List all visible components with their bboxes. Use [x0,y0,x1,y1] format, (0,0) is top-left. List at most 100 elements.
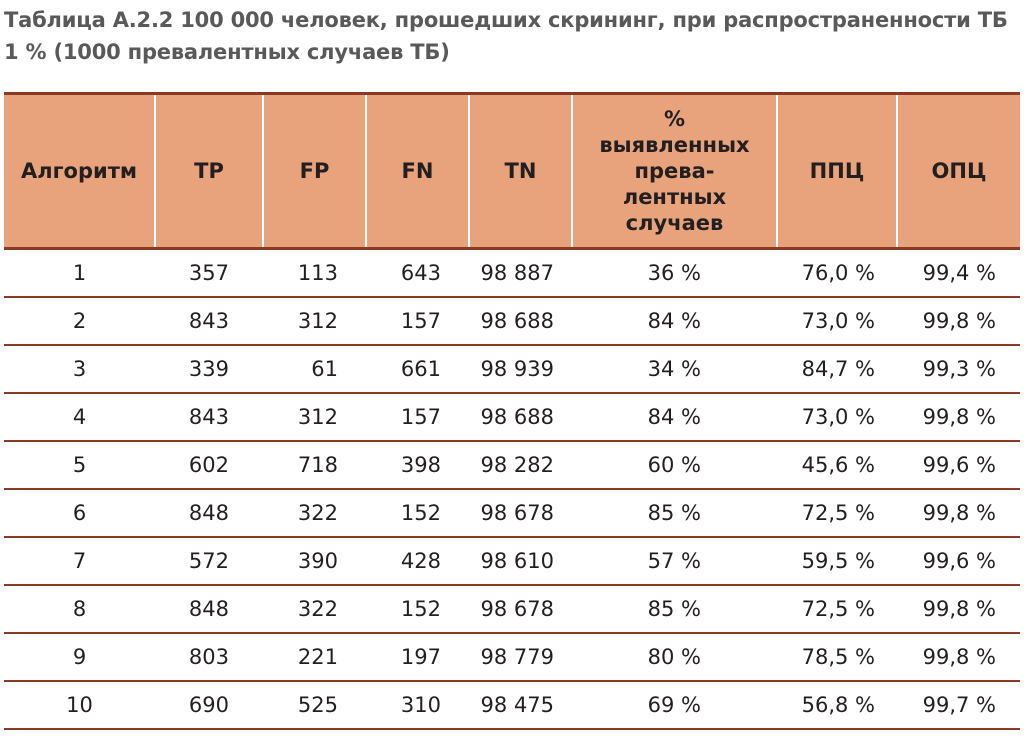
header-tp: TP [155,92,264,250]
header-detected-percent: % выявленных прева- лентных случаев [572,92,778,250]
cell-fn: 310 [366,680,469,730]
cell-algorithm: 2 [4,296,155,346]
cell-algorithm: 8 [4,584,155,634]
cell-ppc: 76,0 % [777,248,897,298]
cell-detected-percent: 69 % [572,680,777,730]
cell-fp: 322 [263,584,366,634]
cell-ppc: 73,0 % [777,296,897,346]
cell-tn: 98 779 [469,632,572,682]
table-row: 1 357 113 643 98 887 36 % 76,0 % 99,4 % [4,248,1020,298]
header-detected-line: выявленных [599,133,750,157]
cell-tp: 602 [155,440,263,490]
cell-ppc: 78,5 % [777,632,897,682]
cell-opc: 99,4 % [897,248,1020,298]
table-row: 7 572 390 428 98 610 57 % 59,5 % 99,6 % [4,536,1020,586]
cell-algorithm: 5 [4,440,155,490]
cell-ppc: 84,7 % [777,344,897,394]
cell-fp: 525 [263,680,366,730]
cell-opc: 99,6 % [897,536,1020,586]
cell-fp: 113 [263,248,366,298]
cell-fn: 152 [366,584,469,634]
cell-fn: 643 [366,248,469,298]
cell-tn: 98 939 [469,344,572,394]
header-opc: ОПЦ [897,92,1020,250]
cell-fp: 61 [263,344,366,394]
cell-algorithm: 3 [4,344,155,394]
cell-tp: 803 [155,632,263,682]
table-row: 2 843 312 157 98 688 84 % 73,0 % 99,8 % [4,296,1020,346]
cell-ppc: 59,5 % [777,536,897,586]
header-algorithm: Алгоритм [4,92,156,250]
cell-opc: 99,8 % [897,632,1020,682]
cell-tn: 98 678 [469,488,572,538]
cell-fn: 428 [366,536,469,586]
cell-tp: 848 [155,584,263,634]
cell-opc: 99,7 % [897,680,1020,730]
cell-fp: 390 [263,536,366,586]
cell-tp: 357 [155,248,263,298]
cell-tn: 98 678 [469,584,572,634]
cell-fp: 322 [263,488,366,538]
header-fp: FP [263,92,367,250]
cell-fn: 197 [366,632,469,682]
cell-tn: 98 688 [469,296,572,346]
cell-ppc: 56,8 % [777,680,897,730]
cell-tp: 843 [155,392,263,442]
table-row: 4 843 312 157 98 688 84 % 73,0 % 99,8 % [4,392,1020,442]
cell-opc: 99,8 % [897,584,1020,634]
cell-opc: 99,8 % [897,392,1020,442]
cell-ppc: 73,0 % [777,392,897,442]
cell-detected-percent: 84 % [572,296,777,346]
table-body: 1 357 113 643 98 887 36 % 76,0 % 99,4 % 2 843 312 1… [4,248,1020,730]
cell-opc: 99,3 % [897,344,1020,394]
header-detected-line: % [663,107,686,131]
table-row: 9 803 221 197 98 779 80 % 78,5 % 99,8 % [4,632,1020,682]
cell-detected-percent: 84 % [572,392,777,442]
cell-ppc: 72,5 % [777,488,897,538]
header-detected-line: прева- [634,159,715,183]
header-row: Алгоритм TP FP FN TN % выявленных прева-… [4,92,1020,250]
cell-tn: 98 610 [469,536,572,586]
cell-algorithm: 6 [4,488,155,538]
cell-tp: 572 [155,536,263,586]
cell-detected-percent: 57 % [572,536,777,586]
cell-detected-percent: 60 % [572,440,777,490]
header-tn: TN [469,92,573,250]
table-row: 8 848 322 152 98 678 85 % 72,5 % 99,8 % [4,584,1020,634]
cell-tp: 848 [155,488,263,538]
table-row: 5 602 718 398 98 282 60 % 45,6 % 99,6 % [4,440,1020,490]
cell-algorithm: 4 [4,392,155,442]
header-detected-line: лентных [622,185,727,209]
cell-tn: 98 887 [469,248,572,298]
cell-fp: 312 [263,296,366,346]
cell-tn: 98 475 [469,680,572,730]
cell-detected-percent: 36 % [572,248,777,298]
table-row: 6 848 322 152 98 678 85 % 72,5 % 99,8 % [4,488,1020,538]
cell-tn: 98 688 [469,392,572,442]
cell-fp: 312 [263,392,366,442]
cell-fp: 221 [263,632,366,682]
cell-tp: 690 [155,680,263,730]
cell-detected-percent: 85 % [572,488,777,538]
cell-detected-percent: 34 % [572,344,777,394]
cell-algorithm: 10 [4,680,155,730]
cell-algorithm: 1 [4,248,155,298]
cell-fn: 398 [366,440,469,490]
cell-fn: 152 [366,488,469,538]
header-ppc: ППЦ [777,92,898,250]
header-detected-line: случаев [625,211,724,235]
cell-ppc: 45,6 % [777,440,897,490]
cell-opc: 99,8 % [897,296,1020,346]
table-row: 3 339 61 661 98 939 34 % 84,7 % 99,3 % [4,344,1020,394]
cell-tp: 339 [155,344,263,394]
cell-algorithm: 9 [4,632,155,682]
results-table: Алгоритм TP FP FN TN % выявленных прева-… [4,92,1020,730]
table-row: 10 690 525 310 98 475 69 % 56,8 % 99,7 % [4,680,1020,730]
cell-fn: 157 [366,392,469,442]
cell-fn: 661 [366,344,469,394]
header-fn: FN [366,92,470,250]
cell-tp: 843 [155,296,263,346]
cell-detected-percent: 80 % [572,632,777,682]
cell-ppc: 72,5 % [777,584,897,634]
cell-detected-percent: 85 % [572,584,777,634]
